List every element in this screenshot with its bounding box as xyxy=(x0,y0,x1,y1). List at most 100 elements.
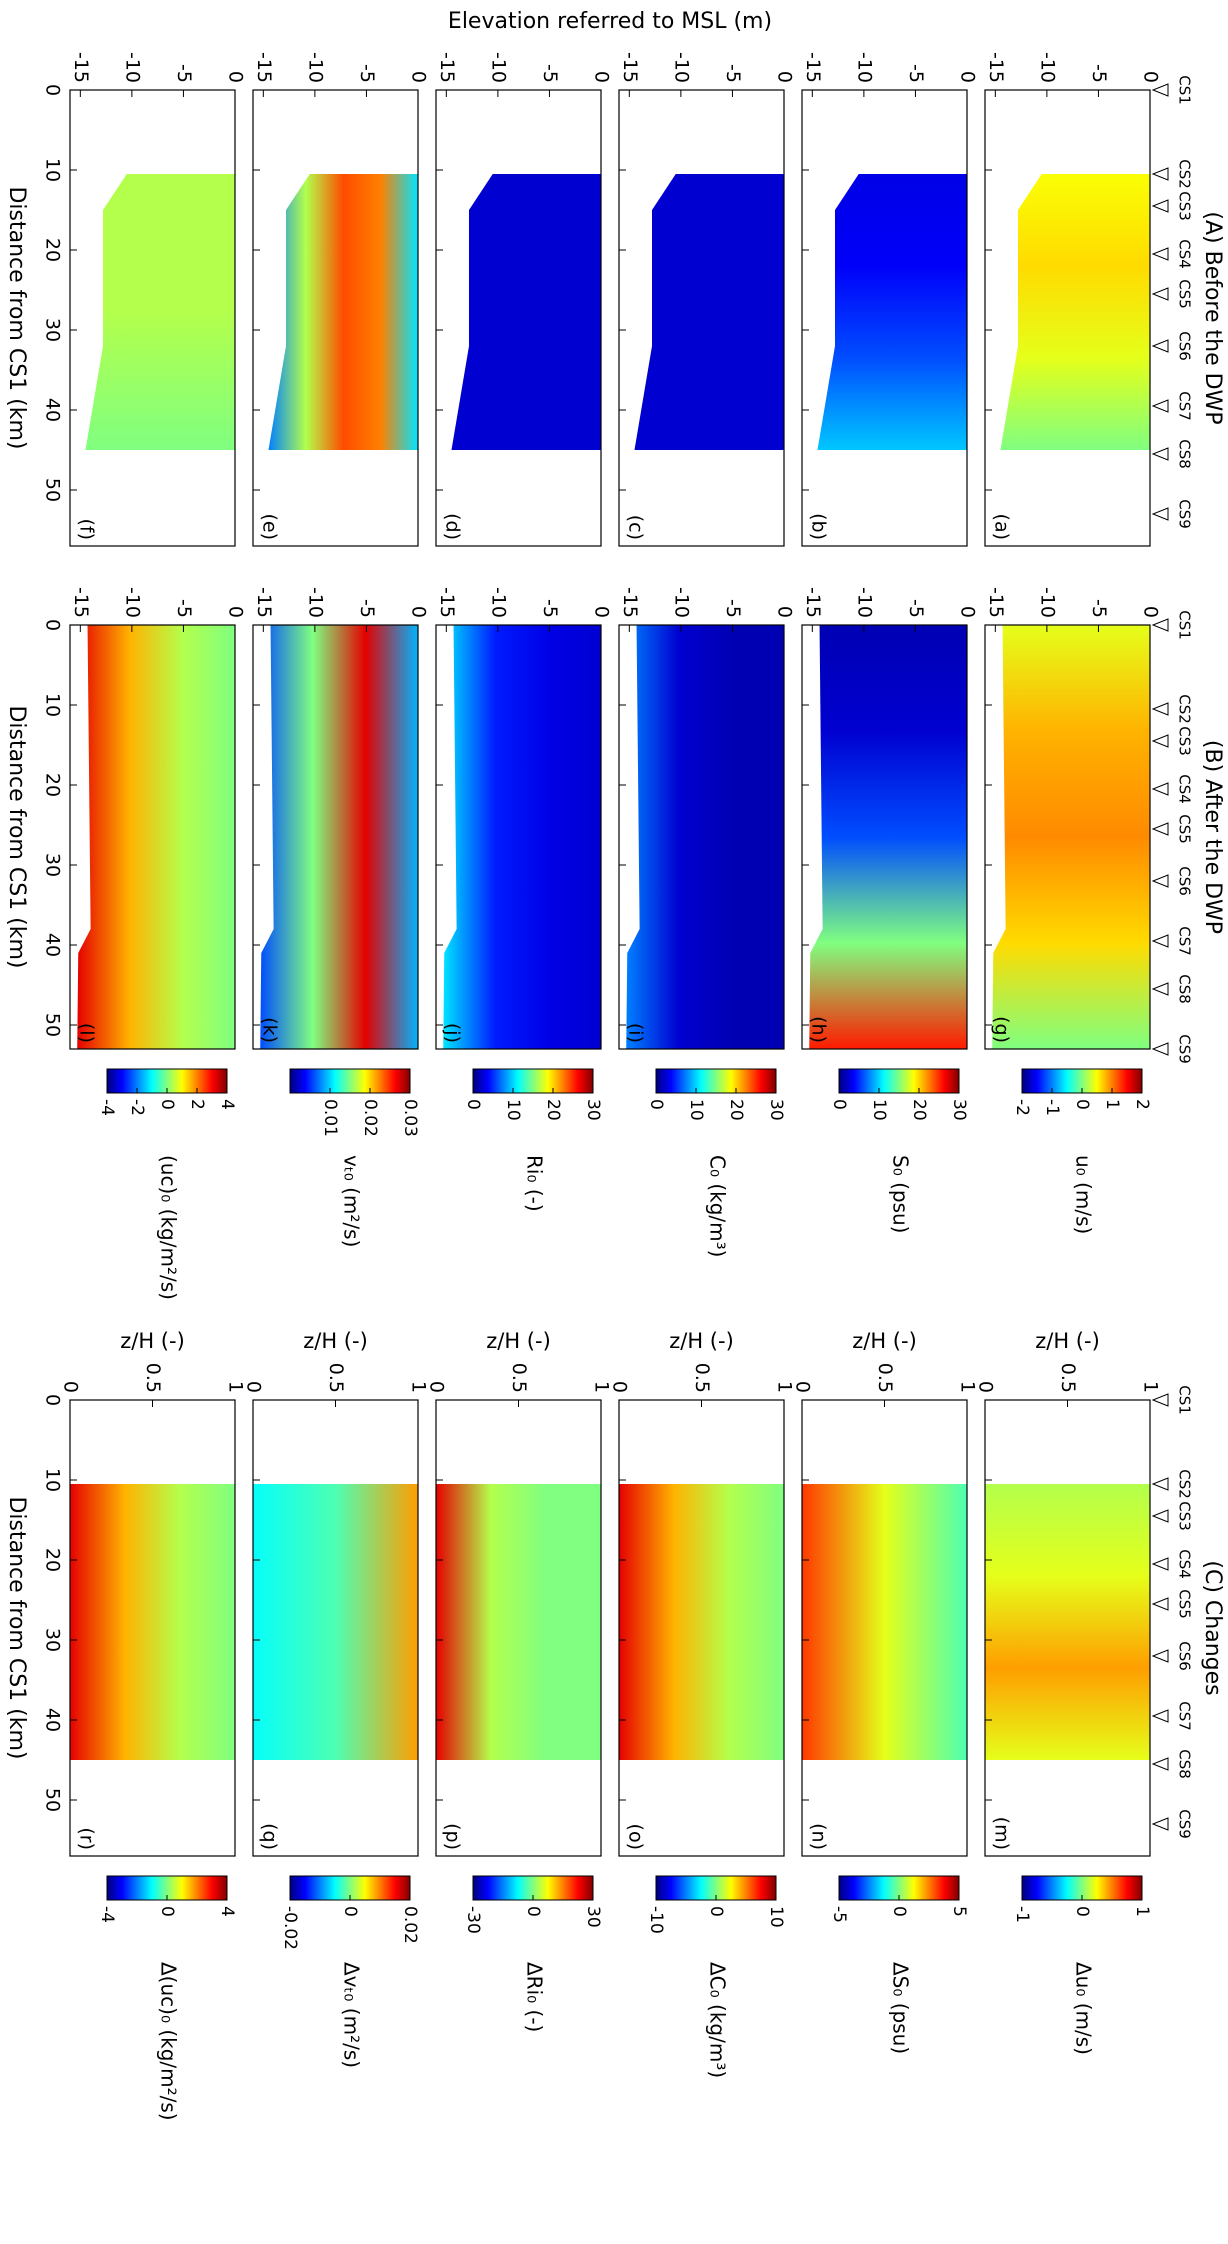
axes-frame xyxy=(252,624,419,1050)
x-tick-label: 30 xyxy=(42,318,64,342)
x-tick-label: 50 xyxy=(42,1788,64,1812)
x-tick-label: 40 xyxy=(42,398,64,422)
section-label: CS4 xyxy=(1176,239,1194,269)
panel-label: (i) xyxy=(625,1023,647,1043)
section-marker xyxy=(1151,782,1169,796)
y-tick-label: 1 xyxy=(774,1381,796,1393)
y-tick-label: -5 xyxy=(173,64,195,83)
y-tick-label: -15 xyxy=(253,52,275,83)
colorbar-label: Δu₀ (m/s) xyxy=(1072,1962,1096,2055)
colorbar-tick-label: 30 xyxy=(583,1906,603,1928)
panel-label: (k) xyxy=(259,1017,281,1043)
contour-field xyxy=(1000,174,1150,450)
y-tick-label: 0 xyxy=(774,606,796,618)
y-tick-label: -15 xyxy=(70,52,92,83)
colorbar-tick-label: 0 xyxy=(463,1099,483,1110)
x-axis-label: Distance from CS1 (km) xyxy=(4,1496,29,1759)
y-tick-label: 0 xyxy=(225,606,247,618)
figure-body: -15 -10 -5 0(a)-15 -10 -5 0(b)-15 -10 -5 0(c)-15-… xyxy=(4,9,1225,2121)
section-marker xyxy=(1151,287,1169,301)
y-tick-label: 0 xyxy=(60,1381,82,1393)
colorbar-tick-label: -1 xyxy=(1012,1906,1032,1923)
y-tick-label: -5 xyxy=(1088,64,1110,83)
y-tick-label: -5 xyxy=(1088,599,1110,618)
y-tick-label: 0 xyxy=(774,71,796,83)
section-label: CS4 xyxy=(1176,774,1194,804)
section-label: CS3 xyxy=(1176,726,1194,756)
colorbar-tick-label: 1 xyxy=(1102,1099,1122,1110)
colorbar-tick-label: -4 xyxy=(97,1099,117,1116)
colorbar-label: S₀ (psu) xyxy=(889,1155,913,1233)
y-tick-label: -15 xyxy=(985,52,1007,83)
colorbar-tick-label: 0 xyxy=(1072,1906,1092,1917)
y-tick-label: 1 xyxy=(591,1381,613,1393)
colorbar-tick-label: 30 xyxy=(583,1099,603,1121)
axes-frame xyxy=(435,89,602,547)
contour-field xyxy=(253,1484,418,1760)
colorbar-label: vₜ₀ (m²/s) xyxy=(340,1155,364,1247)
y-tick-label: 0 xyxy=(957,606,979,618)
colorbar-tick-label: 0 xyxy=(157,1906,177,1917)
y-tick-label: 0 xyxy=(408,606,430,618)
panel-label: (q) xyxy=(259,1823,281,1850)
y-axis-label: z/H (-) xyxy=(852,1329,917,1353)
x-tick-label: 20 xyxy=(42,1548,64,1572)
column-title: (A) Before the DWP xyxy=(1200,211,1225,424)
y-tick-label: -15 xyxy=(436,52,458,83)
y-tick-label: -5 xyxy=(539,599,561,618)
colorbar-tick-label: 0 xyxy=(157,1099,177,1110)
y-tick-label: -5 xyxy=(722,599,744,618)
colorbar-label: (uc)₀ (kg/m²/s) xyxy=(157,1155,181,1300)
panel-label: (l) xyxy=(76,1023,98,1043)
y-axis-label: Elevation referred to MSL (m) xyxy=(448,9,772,34)
section-marker xyxy=(1151,1557,1169,1571)
section-marker xyxy=(1151,934,1169,948)
contour-field xyxy=(802,1484,967,1760)
contour-field xyxy=(260,625,418,1049)
colorbar-label: ΔRi₀ (-) xyxy=(523,1962,547,2032)
colorbar-tick-label: 1 xyxy=(1132,1906,1152,1917)
axes-frame xyxy=(984,89,1151,547)
y-tick-label: -10 xyxy=(121,587,143,618)
x-tick-label: 0 xyxy=(42,1394,64,1406)
y-tick-label: -10 xyxy=(304,52,326,83)
y-axis-label: z/H (-) xyxy=(669,1329,734,1353)
x-tick-label: 50 xyxy=(42,1013,64,1037)
colorbar-tick-label: -2 xyxy=(1012,1099,1032,1116)
y-axis-label: z/H (-) xyxy=(1035,1329,1100,1353)
section-label: CS2 xyxy=(1176,1469,1194,1499)
section-label: CS5 xyxy=(1176,814,1194,844)
panel-label: (d) xyxy=(442,513,464,540)
section-label: CS4 xyxy=(1176,1549,1194,1579)
y-tick-label: -10 xyxy=(670,52,692,83)
colorbar-label: ΔS₀ (psu) xyxy=(889,1962,913,2054)
y-tick-label: 0 xyxy=(975,1381,997,1393)
colorbar xyxy=(472,1068,594,1094)
section-marker xyxy=(1151,1649,1169,1663)
axes-frame xyxy=(252,89,419,547)
colorbar-tick-label: 20 xyxy=(543,1099,563,1121)
colorbar xyxy=(655,1068,777,1094)
section-label: CS7 xyxy=(1176,926,1194,956)
x-tick-label: 40 xyxy=(42,1708,64,1732)
colorbar-tick-label: 0 xyxy=(889,1906,909,1917)
colorbar-tick-label: 4 xyxy=(217,1099,237,1110)
contour-field xyxy=(626,625,784,1049)
colorbar-tick-label: 0 xyxy=(340,1906,360,1917)
section-label: CS3 xyxy=(1176,191,1194,221)
section-label: CS8 xyxy=(1176,974,1194,1004)
section-marker xyxy=(1151,167,1169,181)
y-tick-label: -15 xyxy=(619,587,641,618)
colorbar-tick-label: 10 xyxy=(686,1099,706,1121)
y-tick-label: 0 xyxy=(1140,606,1162,618)
section-label: CS2 xyxy=(1176,694,1194,724)
y-tick-label: -10 xyxy=(1036,587,1058,618)
section-marker xyxy=(1151,1509,1169,1523)
colorbar-tick-label: 2 xyxy=(187,1099,207,1110)
contour-field xyxy=(70,1484,235,1760)
contour-field xyxy=(619,1484,784,1760)
panel-label: (b) xyxy=(808,513,830,540)
section-label: CS8 xyxy=(1176,1749,1194,1779)
axes-frame xyxy=(801,89,968,547)
